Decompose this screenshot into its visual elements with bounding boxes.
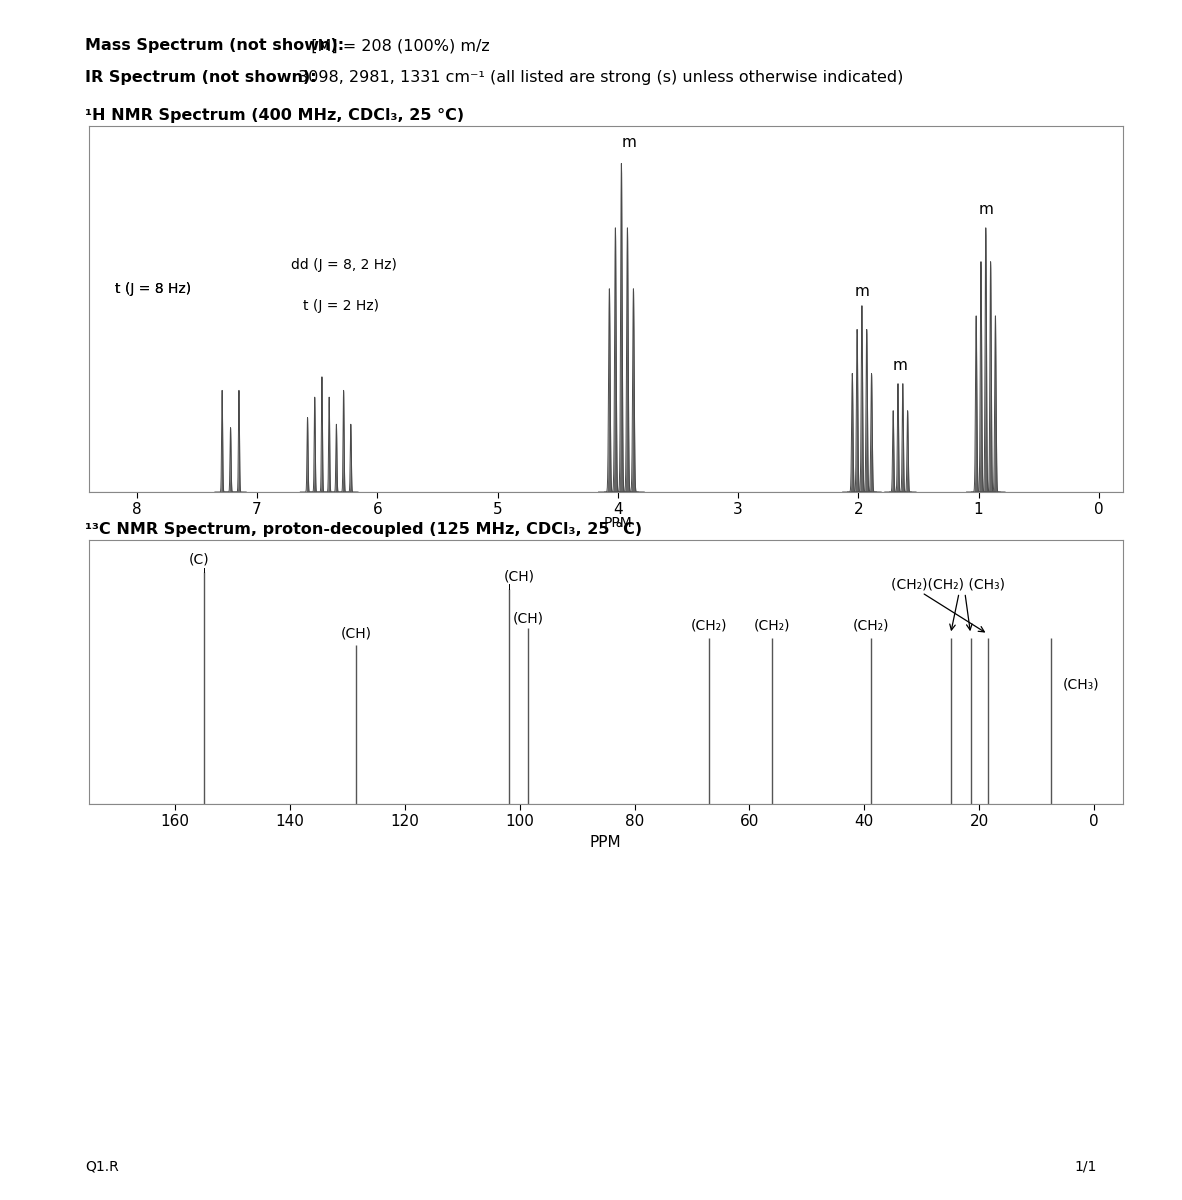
Text: [M] = 208 (100%) m/z: [M] = 208 (100%) m/z: [301, 38, 491, 53]
X-axis label: PPM: PPM: [590, 835, 622, 850]
Text: 6H: 6H: [974, 548, 998, 564]
Text: 1/1: 1/1: [1074, 1159, 1097, 1174]
Text: 2H: 2H: [889, 548, 913, 564]
Text: t (J = 8 Hz): t (J = 8 Hz): [115, 282, 190, 295]
Text: (CH): (CH): [513, 612, 544, 625]
Text: (CH): (CH): [504, 570, 534, 584]
Text: (CH₂): (CH₂): [691, 619, 727, 632]
Text: t (J = 2 Hz): t (J = 2 Hz): [303, 299, 378, 313]
Text: ¹H NMR Spectrum (400 MHz, CDCl₃, 25 °C): ¹H NMR Spectrum (400 MHz, CDCl₃, 25 °C): [85, 108, 465, 122]
Text: (CH): (CH): [340, 626, 371, 641]
Text: PPM: PPM: [604, 516, 632, 529]
Text: t (J = 8 Hz): t (J = 8 Hz): [115, 282, 190, 295]
Text: m: m: [979, 203, 993, 217]
Text: m: m: [892, 359, 908, 373]
Text: (C): (C): [189, 553, 209, 566]
Text: 1H: 1H: [219, 548, 242, 564]
Text: 1H: 1H: [332, 548, 356, 564]
Text: (CH₂): (CH₂): [754, 619, 791, 632]
Text: m: m: [622, 134, 636, 150]
Text: (CH₃): (CH₃): [1063, 678, 1099, 691]
Text: 4H: 4H: [610, 548, 634, 564]
Text: Q1.R: Q1.R: [85, 1159, 119, 1174]
Text: (CH₂)(CH₂) (CH₃): (CH₂)(CH₂) (CH₃): [891, 577, 1005, 592]
Text: 3098, 2981, 1331 cm⁻¹ (all listed are strong (s) unless otherwise indicated): 3098, 2981, 1331 cm⁻¹ (all listed are st…: [288, 70, 904, 84]
Text: Mass Spectrum (not shown):: Mass Spectrum (not shown):: [85, 38, 344, 53]
Text: IR Spectrum (not shown):: IR Spectrum (not shown):: [85, 70, 317, 84]
Text: (CH₂): (CH₂): [853, 619, 890, 632]
Text: ¹³C NMR Spectrum, proton-decoupled (125 MHz, CDCl₃, 25 °C): ¹³C NMR Spectrum, proton-decoupled (125 …: [85, 522, 642, 538]
Text: dd (J = 8, 2 Hz): dd (J = 8, 2 Hz): [291, 258, 397, 272]
Text: m: m: [855, 284, 870, 299]
Text: 4H: 4H: [850, 548, 873, 564]
Text: 2H: 2H: [306, 548, 330, 564]
